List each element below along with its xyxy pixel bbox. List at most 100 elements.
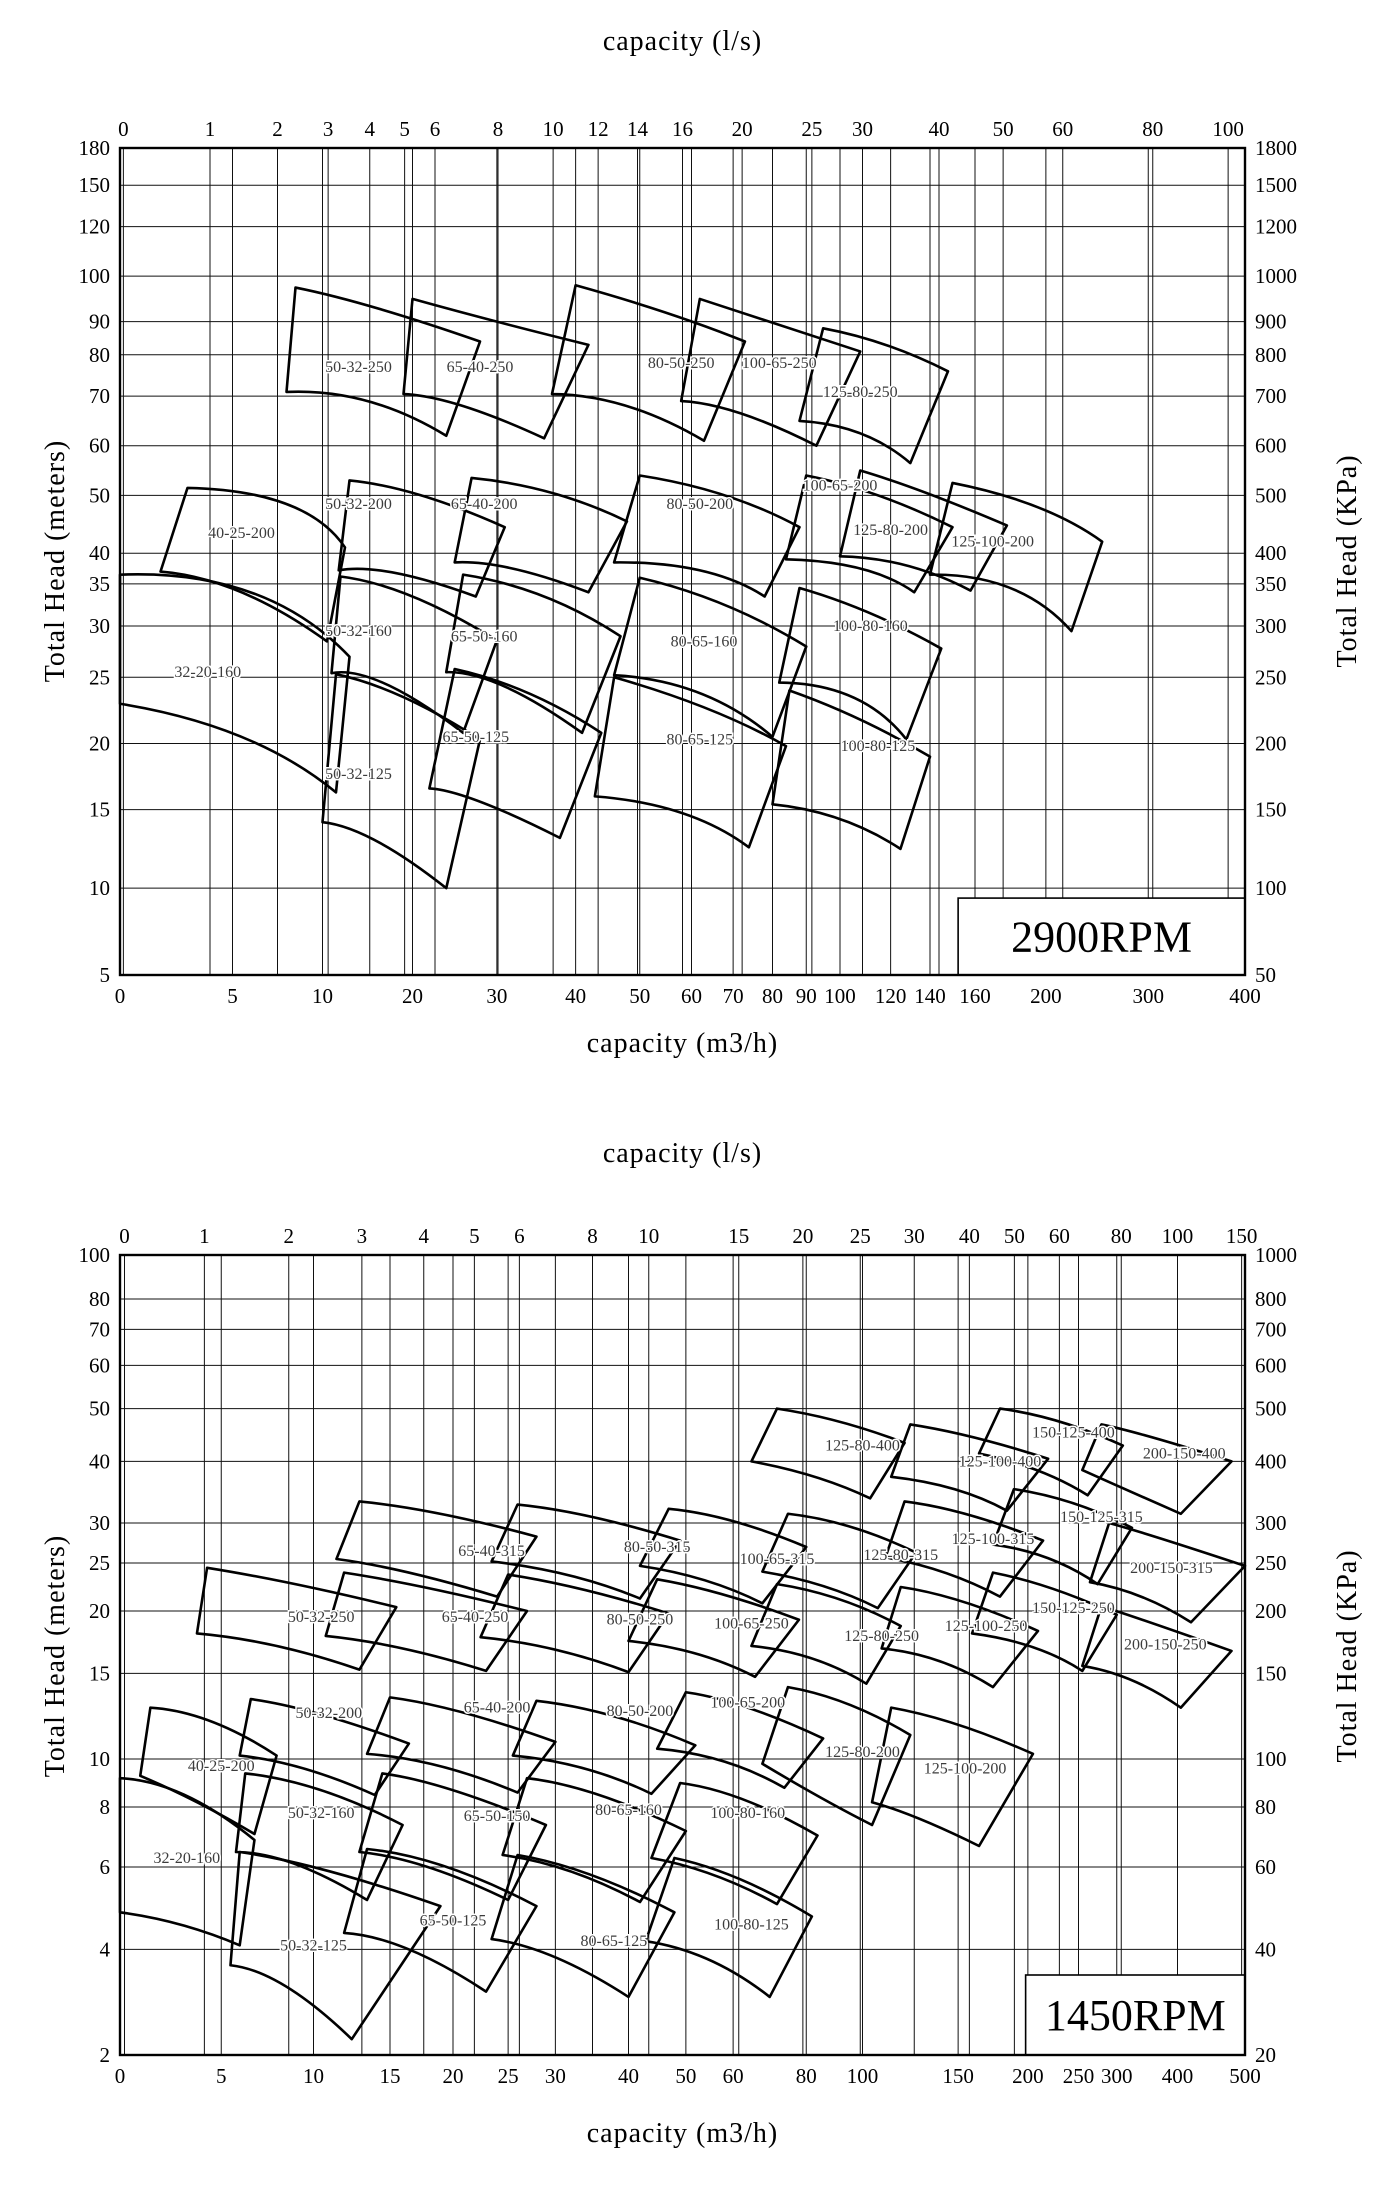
pump-region xyxy=(550,283,747,443)
tick-label: 6 xyxy=(100,1855,111,1879)
pump-region-label: 80-50-315 xyxy=(624,1539,691,1556)
tick-label: 0 xyxy=(119,1224,130,1248)
pump-region-label: 50-32-250 xyxy=(288,1609,355,1626)
tick-label: 250 xyxy=(1063,2064,1095,2088)
pump-region xyxy=(880,1585,1040,1689)
pump-region-label: 80-65-160 xyxy=(671,633,738,650)
tick-label: 5 xyxy=(399,117,410,141)
tick-label: 10 xyxy=(638,1224,659,1248)
pump-region-label: 80-50-250 xyxy=(607,1612,674,1629)
tick-label: 1200 xyxy=(1255,215,1297,239)
tick-label: 500 xyxy=(1229,2064,1261,2088)
pump-regions xyxy=(118,1407,1247,2041)
pump-region-label: 125-80-315 xyxy=(863,1547,938,1564)
pump-region xyxy=(138,1706,278,1836)
pump-region xyxy=(970,1571,1119,1673)
tick-label: 50 xyxy=(993,117,1014,141)
rpm-label: 2900RPM xyxy=(1011,913,1192,962)
pump-region xyxy=(365,1696,557,1794)
pump-region-label: 80-50-250 xyxy=(648,355,715,372)
tick-label: 80 xyxy=(89,343,110,367)
tick-label: 40 xyxy=(89,541,110,565)
pump-region-label: 125-100-315 xyxy=(952,1531,1035,1548)
pump-region-label: 50-32-125 xyxy=(325,766,392,783)
tick-label: 100 xyxy=(1255,876,1287,900)
tick-label: 100 xyxy=(79,1243,111,1267)
tick-label: 60 xyxy=(89,1353,110,1377)
pump-region-label: 80-50-200 xyxy=(607,1703,674,1720)
pump-region xyxy=(991,1487,1134,1586)
tick-label: 6 xyxy=(430,117,441,141)
pump-region xyxy=(761,1685,912,1827)
pump-region-label: 50-32-160 xyxy=(288,1805,355,1822)
pump-region xyxy=(118,572,351,794)
pump-region-label: 200-150-250 xyxy=(1124,1637,1207,1654)
pump-region xyxy=(771,689,932,851)
tick-label: 150 xyxy=(1226,1224,1258,1248)
tick-label: 80 xyxy=(1111,1224,1132,1248)
tick-label: 25 xyxy=(850,1224,871,1248)
left-axis-title-2900: Total Head (meters) xyxy=(40,439,71,683)
top-axis-title-1450: capacity (l/s) xyxy=(602,1138,763,1169)
pump-region xyxy=(1081,1423,1233,1516)
pump-region xyxy=(1081,1604,1233,1709)
tick-label: 10 xyxy=(89,876,110,900)
chart-1450rpm: capacity (l/s) 32-20-160 40-25-200 50-32-1… xyxy=(0,1110,1389,2187)
plot-border xyxy=(118,1253,1247,2057)
tick-label: 5 xyxy=(469,1224,480,1248)
pump-region-label: 200-150-315 xyxy=(1130,1560,1213,1577)
tick-label: 0 xyxy=(115,984,126,1008)
left-axis-title-1450: Total Head (meters) xyxy=(40,1534,71,1778)
pump-region-label: 40-25-200 xyxy=(188,1758,255,1775)
tick-label: 10 xyxy=(89,1747,110,1771)
pump-region-label: 65-40-315 xyxy=(458,1543,525,1560)
pump-region xyxy=(342,1847,538,1993)
pump-region-label: 80-65-160 xyxy=(595,1802,662,1819)
pump-region-label: 125-80-250 xyxy=(823,384,898,401)
tick-label: 140 xyxy=(914,984,946,1008)
tick-label: 80 xyxy=(1255,1795,1276,1819)
tick-label: 60 xyxy=(723,2064,744,2088)
pump-region-label: 65-50-150 xyxy=(464,1808,531,1825)
pump-region-label: 80-50-200 xyxy=(666,496,733,513)
pump-region-label: 65-40-200 xyxy=(451,496,518,513)
tick-label: 300 xyxy=(1255,1511,1287,1535)
chart-2900rpm: capacity (l/s) 32-20-160 40-25-200 50-32-1… xyxy=(40,26,1363,1059)
pump-region-label: 40-25-200 xyxy=(208,525,275,542)
tick-label: 40 xyxy=(89,1449,110,1473)
tick-label: 250 xyxy=(1255,1551,1287,1575)
tick-label: 80 xyxy=(89,1287,110,1311)
pump-region xyxy=(977,1407,1125,1497)
pump-region xyxy=(490,1853,676,1999)
tick-label: 25 xyxy=(89,665,110,689)
tick-label: 15 xyxy=(89,1661,110,1685)
tick-label: 30 xyxy=(486,984,507,1008)
pump-region-label: 65-50-160 xyxy=(451,628,518,645)
tick-label: 400 xyxy=(1162,2064,1194,2088)
pump-region-label: 100-65-250 xyxy=(742,355,817,372)
pump-region xyxy=(428,667,603,840)
tick-label: 300 xyxy=(1133,984,1165,1008)
pump-region-label: 125-100-200 xyxy=(924,1761,1007,1778)
tick-label: 40 xyxy=(565,984,586,1008)
pump-region-label: 32-20-160 xyxy=(153,1850,220,1867)
top-axis-title-2900: capacity (l/s) xyxy=(602,26,763,57)
pump-region xyxy=(750,1407,906,1500)
pump-region-label: 100-65-250 xyxy=(714,1615,789,1632)
tick-label: 500 xyxy=(1255,1397,1287,1421)
chart-canvas-1450: 32-20-160 40-25-200 50-32-125 50-32-160 50-3… xyxy=(79,1224,1298,2088)
tick-label: 250 xyxy=(1255,665,1287,689)
pump-region xyxy=(195,1566,398,1671)
pump-region-label: 50-32-250 xyxy=(325,359,392,376)
pump-region xyxy=(453,476,629,594)
tick-label: 35 xyxy=(89,572,110,596)
right-axis-title-2900: Total Head (KPa) xyxy=(1332,454,1363,668)
pump-region-label: 65-40-200 xyxy=(464,1700,531,1717)
tick-label: 60 xyxy=(681,984,702,1008)
tick-label: 80 xyxy=(1142,117,1163,141)
tick-label: 50 xyxy=(1004,1224,1025,1248)
tick-label: 2 xyxy=(272,117,283,141)
tick-label: 50 xyxy=(675,2064,696,2088)
tick-label: 40 xyxy=(618,2064,639,2088)
pump-region-labels: 32-20-160 40-25-200 50-32-125 50-32-160 50-3… xyxy=(152,1423,1227,1956)
